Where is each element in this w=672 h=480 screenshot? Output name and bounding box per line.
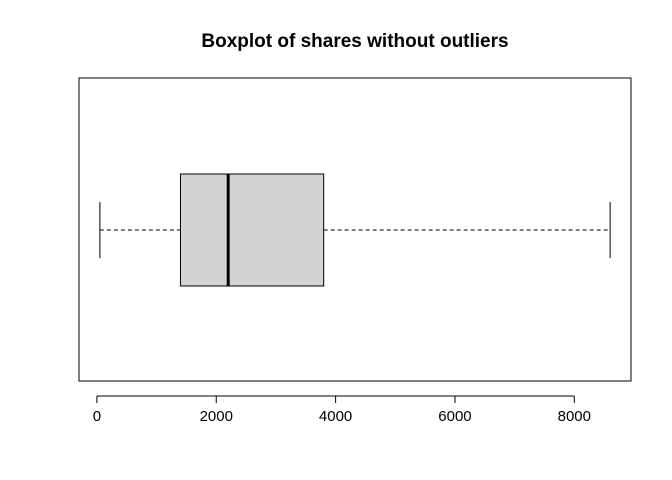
x-tick-label: 8000 (558, 408, 591, 425)
chart-title: Boxplot of shares without outliers (201, 31, 508, 52)
x-tick-label: 6000 (438, 408, 471, 425)
x-tick-label: 4000 (319, 408, 352, 425)
x-tick-label: 2000 (200, 408, 233, 425)
iqr-box (179, 173, 325, 287)
plot-frame (78, 77, 632, 382)
x-tick-label: 0 (93, 408, 101, 425)
